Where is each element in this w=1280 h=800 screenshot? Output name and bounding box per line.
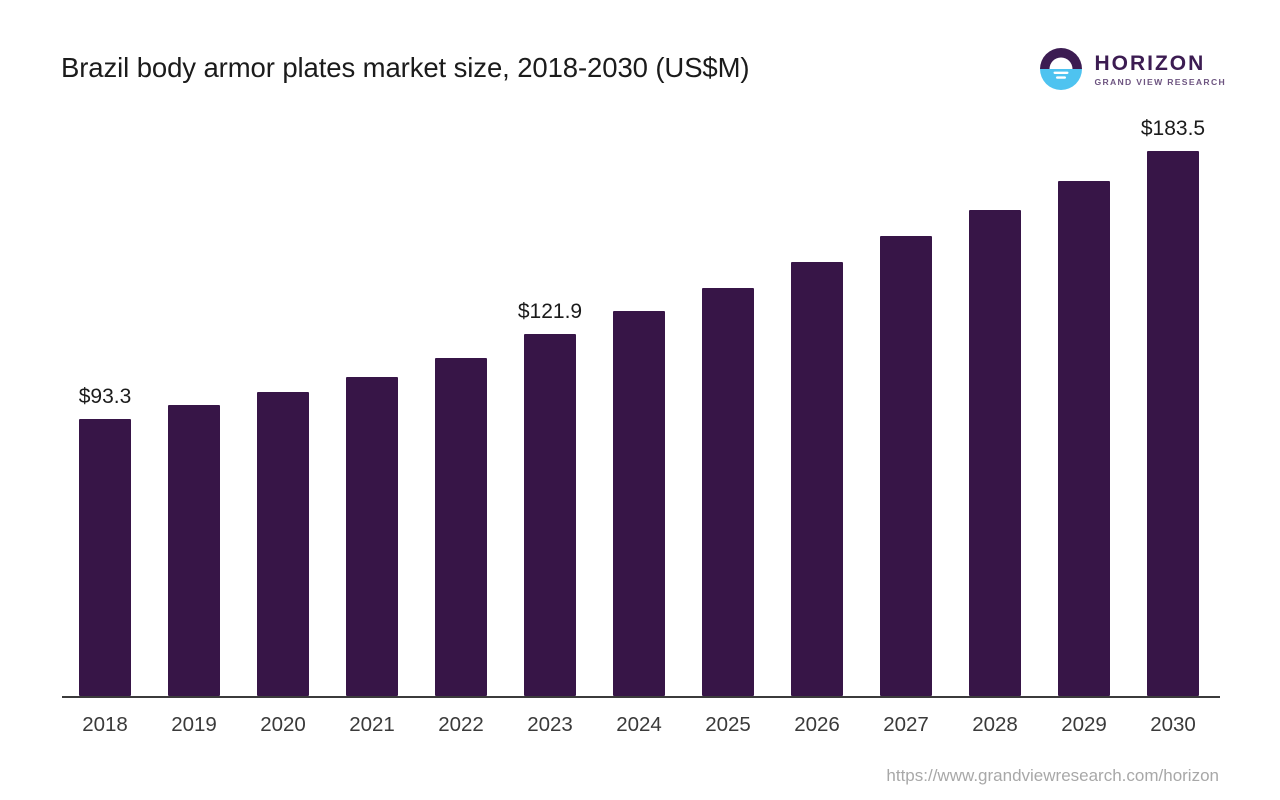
bar-2030[interactable]	[1147, 151, 1199, 696]
bar-2026[interactable]	[791, 261, 843, 696]
bar-2021[interactable]	[346, 377, 398, 696]
x-tick-2030: 2030	[1150, 713, 1196, 736]
bar-2018[interactable]	[79, 418, 131, 696]
bar-2022[interactable]	[435, 358, 487, 696]
bar-2029[interactable]	[1058, 180, 1110, 696]
x-tick-2027: 2027	[883, 713, 929, 736]
x-axis-line	[62, 696, 1220, 698]
horizon-sunrise-circle-icon	[1039, 47, 1083, 91]
brand-logo: HORIZON GRAND VIEW RESEARCH	[1039, 47, 1226, 91]
chart-header: Brazil body armor plates market size, 20…	[0, 0, 1280, 110]
source-url[interactable]: https://www.grandviewresearch.com/horizo…	[886, 766, 1219, 785]
x-tick-2025: 2025	[705, 713, 751, 736]
bar-2027[interactable]	[880, 235, 932, 696]
x-tick-2022: 2022	[438, 713, 484, 736]
x-tick-2026: 2026	[794, 713, 840, 736]
x-tick-2018: 2018	[82, 713, 128, 736]
page-title: Brazil body armor plates market size, 20…	[61, 52, 750, 83]
bar-2023[interactable]	[524, 333, 576, 696]
bar-2020[interactable]	[257, 391, 309, 696]
x-tick-2028: 2028	[972, 713, 1018, 736]
logo-tagline: GRAND VIEW RESEARCH	[1094, 76, 1226, 87]
x-tick-2029: 2029	[1061, 713, 1107, 736]
bar-value-label-2018: $93.3	[78, 384, 132, 408]
x-tick-2021: 2021	[349, 713, 395, 736]
x-tick-2020: 2020	[260, 713, 306, 736]
bar-value-label-2030: $183.5	[1140, 117, 1206, 140]
bar-2024[interactable]	[613, 311, 665, 696]
bar-2025[interactable]	[702, 287, 754, 696]
x-tick-2023: 2023	[527, 713, 573, 736]
x-tick-2024: 2024	[616, 713, 662, 736]
bar-value-label-2023: $121.9	[517, 299, 583, 323]
x-tick-2019: 2019	[171, 713, 217, 736]
bar-2028[interactable]	[969, 209, 1021, 696]
logo-text-block: HORIZON GRAND VIEW RESEARCH	[1094, 46, 1226, 92]
logo-wordmark: HORIZON	[1094, 51, 1206, 75]
bar-2019[interactable]	[168, 404, 220, 696]
